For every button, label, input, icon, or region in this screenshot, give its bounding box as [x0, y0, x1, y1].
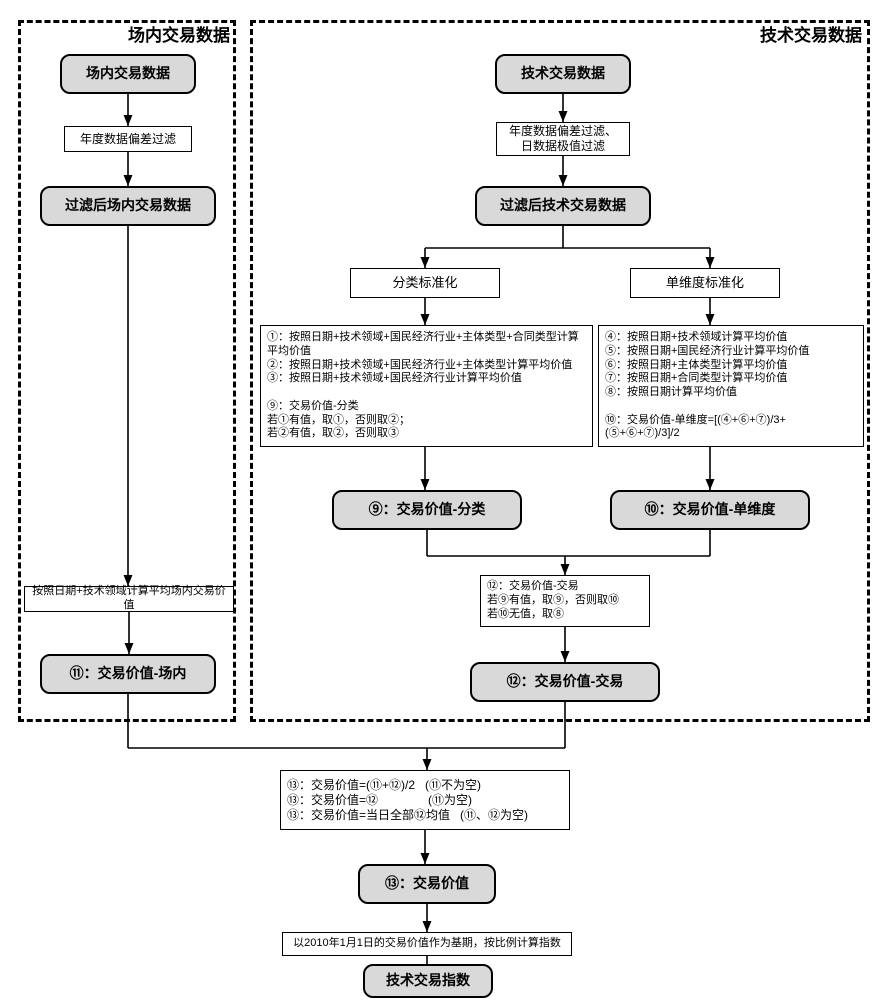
node-n13: ⑨：交易价值-分类 — [332, 490, 522, 530]
node-n19: 以2010年1月1日的交易价值作为基期，按比例计算指数 — [282, 932, 572, 956]
node-n18: ⑬：交易价值 — [358, 864, 496, 904]
node-n7: 年度数据偏差过滤、 日数据极值过滤 — [496, 122, 630, 156]
node-n6: 技术交易数据 — [495, 54, 631, 94]
node-n12: ④：按照日期+技术领域计算平均价值 ⑤：按照日期+国民经济行业计算平均价值 ⑥：… — [598, 325, 864, 447]
region-label-left: 场内交易数据 — [128, 21, 230, 46]
node-n1: 场内交易数据 — [60, 54, 196, 94]
node-n17: ⑬：交易价值=(⑪+⑫)/2 (⑪不为空) ⑬：交易价值=⑫ (⑪为空) ⑬：交… — [280, 770, 570, 830]
node-n9: 分类标准化 — [350, 268, 500, 298]
node-n5: ⑪：交易价值-场内 — [40, 654, 216, 694]
node-n14: ⑩：交易价值-单维度 — [610, 490, 810, 530]
node-n4: 按照日期+技术领域计算平均场内交易价值 — [24, 586, 234, 612]
flowchart-canvas: 场内交易数据技术交易数据场内交易数据年度数据偏差过滤过滤后场内交易数据按照日期+… — [0, 0, 886, 1000]
node-n10: 单维度标准化 — [630, 268, 780, 298]
node-n3: 过滤后场内交易数据 — [40, 186, 216, 226]
node-n15: ⑫：交易价值-交易 若⑨有值，取⑨，否则取⑩ 若⑩无值，取⑧ — [480, 575, 650, 627]
node-n16: ⑫：交易价值-交易 — [470, 662, 660, 702]
node-n8: 过滤后技术交易数据 — [475, 186, 651, 226]
region-label-right: 技术交易数据 — [760, 21, 862, 46]
node-n11: ①：按照日期+技术领域+国民经济行业+主体类型+合同类型计算平均价值 ②：按照日… — [260, 325, 593, 447]
node-n20: 技术交易指数 — [363, 964, 493, 998]
node-n2: 年度数据偏差过滤 — [64, 126, 192, 152]
